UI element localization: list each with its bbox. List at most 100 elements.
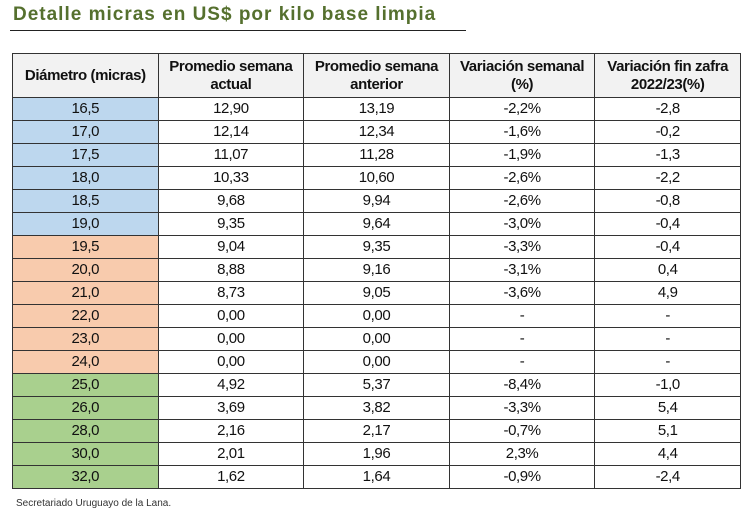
season-variation-cell: -0,4 <box>594 235 741 259</box>
current-week-cell: 0,00 <box>157 350 305 374</box>
previous-week-cell: 0,00 <box>303 304 450 328</box>
weekly-variation-cell: -3,3% <box>448 396 596 420</box>
weekly-variation-cell: -0,7% <box>448 419 596 443</box>
diameter-cell: 22,0 <box>12 304 159 328</box>
weekly-variation-cell: -3,1% <box>448 258 596 282</box>
season-variation-cell: 5,1 <box>594 419 741 443</box>
table-row: 25,0 4,92 5,37 -8,4% -1,0 <box>12 373 741 397</box>
diameter-cell: 30,0 <box>12 442 159 466</box>
table-row: 26,0 3,69 3,82 -3,3% 5,4 <box>12 396 741 420</box>
previous-week-cell: 9,94 <box>303 189 450 213</box>
weekly-variation-cell: -2,6% <box>448 189 596 213</box>
table-row: 20,0 8,88 9,16 -3,1% 0,4 <box>12 258 741 282</box>
previous-week-cell: 11,28 <box>303 143 450 167</box>
diameter-cell: 17,0 <box>12 120 159 144</box>
current-week-cell: 8,73 <box>157 281 305 305</box>
season-variation-cell: -2,2 <box>594 166 741 190</box>
column-header-diameter: Diámetro (micras) <box>12 53 159 98</box>
weekly-variation-cell: - <box>448 350 596 374</box>
current-week-cell: 2,01 <box>157 442 305 466</box>
weekly-variation-cell: -1,6% <box>448 120 596 144</box>
column-header-season-variation: Variación fin zafra 2022/23(%) <box>594 53 741 98</box>
previous-week-cell: 2,17 <box>303 419 450 443</box>
micron-price-table: Diámetro (micras) Promedio semana actual P… <box>12 53 741 489</box>
previous-week-cell: 9,05 <box>303 281 450 305</box>
current-week-cell: 9,04 <box>157 235 305 259</box>
diameter-cell: 17,5 <box>12 143 159 167</box>
table-row: 30,0 2,01 1,96 2,3% 4,4 <box>12 442 741 466</box>
column-header-previous-week: Promedio semana anterior <box>303 53 450 98</box>
diameter-cell: 24,0 <box>12 350 159 374</box>
diameter-cell: 18,5 <box>12 189 159 213</box>
season-variation-cell: -0,2 <box>594 120 741 144</box>
weekly-variation-cell: -8,4% <box>448 373 596 397</box>
season-variation-cell: - <box>594 304 741 328</box>
table-row: 22,0 0,00 0,00- - <box>12 304 741 328</box>
table-row: 19,0 9,35 9,64 -3,0% -0,4 <box>12 212 741 236</box>
diameter-cell: 16,5 <box>12 97 159 121</box>
header-row: Diámetro (micras) Promedio semana actual P… <box>12 53 741 98</box>
weekly-variation-cell: -2,2% <box>448 97 596 121</box>
previous-week-cell: 1,64 <box>303 465 450 489</box>
table-row: 17,5 11,07 11,28 -1,9% -1,3 <box>12 143 741 167</box>
diameter-cell: 18,0 <box>12 166 159 190</box>
table-row: 32,0 1,62 1,64 -0,9% -2,4 <box>12 465 741 489</box>
current-week-cell: 2,16 <box>157 419 305 443</box>
title-underline <box>10 30 466 31</box>
weekly-variation-cell: -3,0% <box>448 212 596 236</box>
diameter-cell: 32,0 <box>12 465 159 489</box>
diameter-cell: 23,0 <box>12 327 159 351</box>
weekly-variation-cell: -2,6% <box>448 166 596 190</box>
current-week-cell: 3,69 <box>157 396 305 420</box>
season-variation-cell: -1,3 <box>594 143 741 167</box>
current-week-cell: 8,88 <box>157 258 305 282</box>
current-week-cell: 10,33 <box>157 166 305 190</box>
season-variation-cell: 5,4 <box>594 396 741 420</box>
season-variation-cell: -2,8 <box>594 97 741 121</box>
table-row: 21,0 8,73 9,05 -3,6% 4,9 <box>12 281 741 305</box>
previous-week-cell: 9,16 <box>303 258 450 282</box>
season-variation-cell: 4,9 <box>594 281 741 305</box>
diameter-cell: 26,0 <box>12 396 159 420</box>
weekly-variation-cell: -1,9% <box>448 143 596 167</box>
current-week-cell: 12,14 <box>157 120 305 144</box>
previous-week-cell: 5,37 <box>303 373 450 397</box>
current-week-cell: 0,00 <box>157 304 305 328</box>
table-row: 24,0 0,00 0,00- - <box>12 350 741 374</box>
diameter-cell: 19,0 <box>12 212 159 236</box>
column-header-current-week: Promedio semana actual <box>157 53 305 98</box>
current-week-cell: 1,62 <box>157 465 305 489</box>
diameter-cell: 25,0 <box>12 373 159 397</box>
source-footer: Secretariado Uruguayo de la Lana. <box>16 498 172 509</box>
table-row: 17,0 12,14 12,34 -1,6% -0,2 <box>12 120 741 144</box>
current-week-cell: 0,00 <box>157 327 305 351</box>
table-row: 19,5 9,04 9,35 -3,3% -0,4 <box>12 235 741 259</box>
diameter-cell: 19,5 <box>12 235 159 259</box>
previous-week-cell: 13,19 <box>303 97 450 121</box>
weekly-variation-cell: -3,3% <box>448 235 596 259</box>
previous-week-cell: 12,34 <box>303 120 450 144</box>
season-variation-cell: 0,4 <box>594 258 741 282</box>
season-variation-cell: - <box>594 327 741 351</box>
season-variation-cell: -0,4 <box>594 212 741 236</box>
current-week-cell: 9,35 <box>157 212 305 236</box>
previous-week-cell: 9,35 <box>303 235 450 259</box>
weekly-variation-cell: -0,9% <box>448 465 596 489</box>
table-row: 16,5 12,90 13,19 -2,2% -2,8 <box>12 97 741 121</box>
column-header-weekly-variation: Variación semanal (%) <box>448 53 596 98</box>
weekly-variation-cell: -3,6% <box>448 281 596 305</box>
weekly-variation-cell: 2,3% <box>448 442 596 466</box>
previous-week-cell: 1,96 <box>303 442 450 466</box>
current-week-cell: 4,92 <box>157 373 305 397</box>
season-variation-cell: -0,8 <box>594 189 741 213</box>
season-variation-cell: - <box>594 350 741 374</box>
diameter-cell: 28,0 <box>12 419 159 443</box>
weekly-variation-cell: - <box>448 327 596 351</box>
table-row: 18,0 10,33 10,60 -2,6% -2,2 <box>12 166 741 190</box>
table-row: 23,0 0,00 0,00- - <box>12 327 741 351</box>
current-week-cell: 12,90 <box>157 97 305 121</box>
previous-week-cell: 0,00 <box>303 350 450 374</box>
previous-week-cell: 10,60 <box>303 166 450 190</box>
previous-week-cell: 9,64 <box>303 212 450 236</box>
weekly-variation-cell: - <box>448 304 596 328</box>
